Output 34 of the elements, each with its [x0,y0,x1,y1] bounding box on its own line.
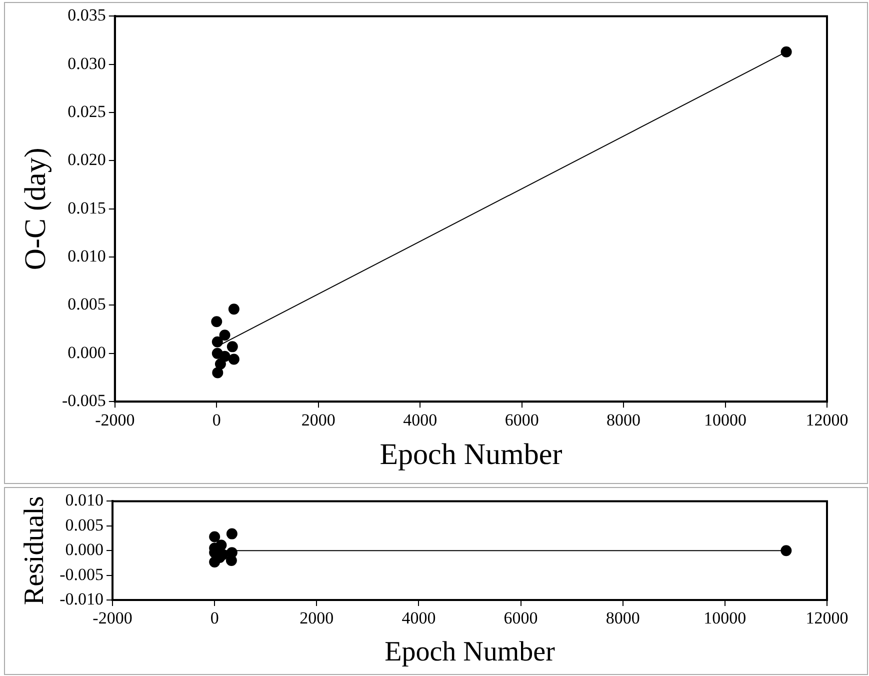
x-tick-label: 4000 [402,608,436,628]
x-tick-label: 0 [210,608,219,628]
x-tick-label: 10000 [704,410,747,430]
y-tick-label: 0.005 [68,294,106,314]
y-tick-label: 0.015 [68,198,106,218]
x-tick-label: -2000 [95,410,135,430]
x-tick-label: 4000 [403,410,438,430]
x-tick-label: 2000 [301,410,336,430]
x-tick-label: 2000 [300,608,334,628]
x-tick-label: 6000 [504,410,539,430]
y-tick-label: 0.000 [65,540,104,560]
y-tick-label: 0.020 [68,150,106,170]
y-tick-label: 0.025 [68,102,106,122]
x-axis-title: Epoch Number [380,438,562,471]
y-tick-label: 0.005 [65,515,104,534]
x-tick-label: 12000 [806,608,848,628]
y-tick-label: 0.010 [68,246,106,266]
y-tick-label: 0.000 [68,342,106,362]
x-tick-label: 8000 [606,410,641,430]
y-tick-label: -0.010 [60,589,104,608]
y-tick-label: 0.035 [68,6,106,25]
x-tick-label: 6000 [504,608,538,628]
y-axis-title: Residuals [19,496,50,606]
y-tick-label: -0.005 [60,564,104,584]
x-tick-label: 0 [212,410,221,430]
x-tick-label: -2000 [92,608,132,628]
y-tick-label: 0.010 [65,490,104,510]
x-axis-title: Epoch Number [384,636,556,668]
y-tick-label: -0.005 [62,391,106,410]
x-tick-label: 8000 [606,608,640,628]
x-tick-label: 12000 [806,410,848,430]
y-tick-label: 0.030 [68,54,106,73]
x-tick-label: 10000 [704,608,746,628]
y-axis-title: O-C (day) [18,148,52,270]
